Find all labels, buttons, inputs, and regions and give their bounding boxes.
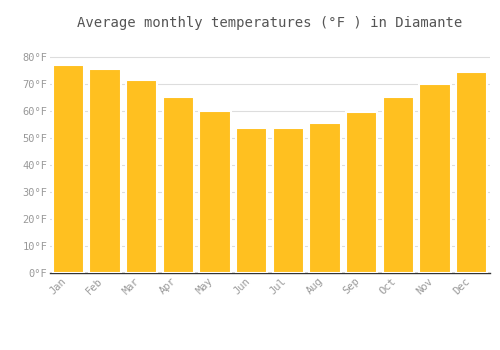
Bar <box>200 111 230 273</box>
Bar <box>163 97 194 273</box>
Bar <box>236 128 267 273</box>
Title: Average monthly temperatures (°F ) in Diamante: Average monthly temperatures (°F ) in Di… <box>78 16 462 30</box>
Bar <box>382 97 414 273</box>
Bar <box>310 123 340 273</box>
Bar <box>456 71 487 273</box>
Bar <box>90 69 120 273</box>
Bar <box>420 84 450 273</box>
Bar <box>273 128 304 273</box>
Bar <box>126 80 157 273</box>
Bar <box>53 65 84 273</box>
Bar <box>346 112 378 273</box>
